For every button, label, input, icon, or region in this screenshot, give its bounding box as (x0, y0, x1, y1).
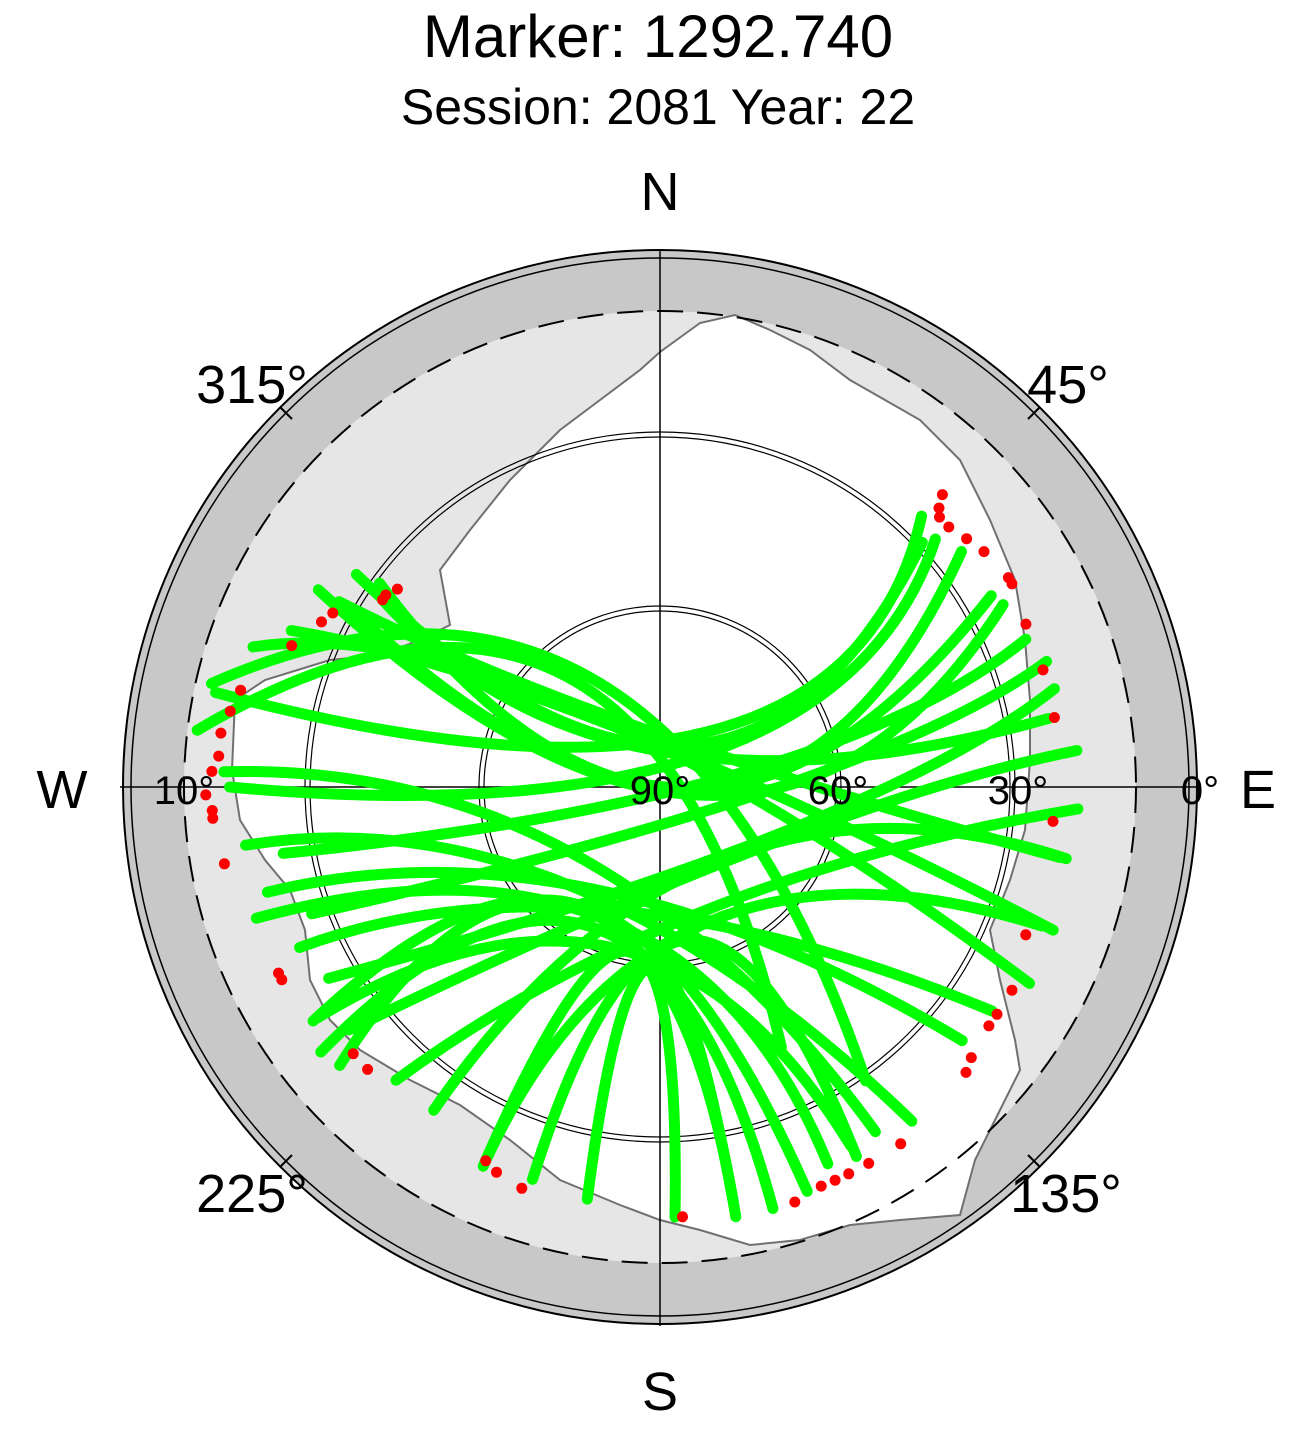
elevation-label-60: 60° (808, 769, 869, 813)
masked-point-14 (991, 1008, 1003, 1020)
masked-point-13 (1006, 984, 1018, 996)
masked-point-31 (273, 967, 284, 979)
masked-point-12 (1020, 929, 1032, 941)
elevation-label-90: 90° (630, 769, 691, 813)
masked-point-46 (391, 583, 403, 595)
masked-point-3 (943, 521, 955, 533)
satellite-track-17 (428, 822, 1072, 1116)
masked-point-35 (200, 789, 212, 801)
masked-point-37 (213, 750, 225, 762)
masked-point-7 (1006, 578, 1018, 590)
tick-135 (1027, 1154, 1041, 1168)
cardinal-east: E (1240, 760, 1276, 820)
masked-point-20 (843, 1168, 855, 1180)
tick-45 (1027, 406, 1041, 420)
masked-point-36 (206, 765, 218, 777)
satellite-track-26 (315, 914, 779, 1214)
masked-point-26 (491, 1166, 502, 1178)
masked-point-32 (218, 858, 230, 870)
masked-point-19 (863, 1157, 875, 1169)
masked-point-5 (978, 546, 990, 558)
masked-point-17 (960, 1066, 972, 1078)
satellite-track-8 (224, 533, 941, 801)
masked-point-11 (1047, 815, 1059, 827)
masked-point-41 (286, 640, 298, 652)
masked-point-4 (961, 533, 973, 545)
chart-title: Marker: 1292.740 (422, 3, 894, 70)
track-series (191, 510, 1084, 1223)
satellite-track-29 (581, 961, 739, 1205)
satellite-track-21 (240, 832, 918, 1127)
masked-point-27 (480, 1155, 492, 1167)
masked-point-8 (1020, 618, 1032, 630)
tick-315 (279, 406, 293, 420)
masked-point-34 (206, 805, 218, 816)
masked-point-1 (933, 502, 945, 514)
elevation-label-0: 0° (1181, 769, 1219, 813)
masked-point-42 (316, 616, 327, 628)
azimuth-label-225: 225° (196, 1164, 308, 1224)
satellite-track-7 (210, 510, 928, 753)
masked-point-16 (965, 1052, 977, 1064)
satellite-track-20 (261, 866, 968, 1047)
cardinal-south: S (642, 1362, 678, 1422)
elevation-label-30: 30° (988, 769, 1049, 813)
masked-point-series (200, 489, 1060, 1223)
satellite-track-12 (277, 633, 1032, 859)
masked-point-38 (215, 727, 227, 739)
masked-point-33 (207, 812, 219, 824)
masked-point-2 (934, 511, 945, 523)
satellite-track-30 (527, 934, 862, 1185)
masked-point-10 (1048, 712, 1060, 723)
masked-point-25 (516, 1182, 528, 1194)
masked-point-40 (235, 684, 247, 696)
azimuth-label-315: 315° (196, 355, 308, 415)
tick-225 (279, 1154, 293, 1168)
masked-point-22 (815, 1180, 827, 1192)
masked-point-9 (1037, 664, 1049, 676)
masked-point-21 (829, 1174, 841, 1186)
masked-point-39 (224, 705, 236, 717)
chart-subtitle: Session: 2081 Year: 22 (400, 79, 916, 135)
masked-point-23 (789, 1196, 801, 1208)
elevation-label-10: 10° (154, 769, 215, 813)
masked-point-43 (327, 607, 339, 619)
satellite-track-4 (206, 628, 872, 1087)
satellite-track-28 (477, 945, 681, 1223)
masked-point-0 (936, 489, 948, 501)
masked-point-18 (895, 1138, 907, 1150)
cardinal-north: N (641, 162, 680, 222)
azimuth-label-45: 45° (1027, 355, 1109, 415)
masked-point-15 (983, 1020, 995, 1032)
masked-point-29 (347, 1048, 359, 1060)
masked-point-24 (677, 1211, 688, 1223)
masked-point-28 (362, 1063, 374, 1075)
azimuth-label-135: 135° (1010, 1164, 1122, 1224)
masked-point-45 (380, 589, 392, 601)
cardinal-west: W (37, 760, 88, 820)
